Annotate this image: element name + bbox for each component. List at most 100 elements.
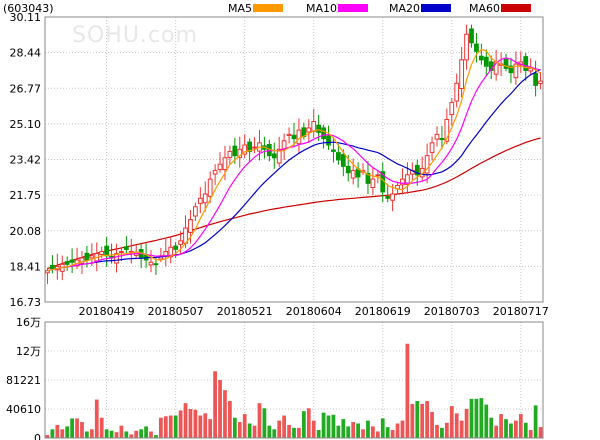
candle-down xyxy=(365,172,371,184)
candle-up xyxy=(400,178,405,186)
volume-bar xyxy=(420,403,425,438)
candle-up xyxy=(296,129,302,145)
volume-bar xyxy=(385,427,390,438)
watermark: SOHU.com xyxy=(72,23,198,48)
candle-up xyxy=(99,251,105,255)
candle-down xyxy=(331,149,336,152)
volume-bar xyxy=(380,418,385,438)
volume-bar xyxy=(405,343,410,438)
volume-tick-label: 0 xyxy=(34,432,41,440)
volume-bar xyxy=(504,419,508,438)
ma60-line-path xyxy=(47,137,541,270)
volume-bar xyxy=(331,414,336,438)
candle-down xyxy=(385,196,391,199)
price-panel-frame xyxy=(44,16,544,303)
volume-bar xyxy=(89,429,94,438)
date-tick-label: 20180619 xyxy=(355,305,411,318)
candle-up xyxy=(424,155,430,174)
volume-bar xyxy=(149,431,153,438)
candle-down xyxy=(469,28,474,44)
volume-bar xyxy=(479,398,484,438)
volume-bar xyxy=(163,416,168,438)
ma5-line xyxy=(47,48,541,272)
volume-bar xyxy=(499,414,503,438)
volume-bar xyxy=(464,409,469,438)
volume-bar xyxy=(484,404,489,438)
volume-bar xyxy=(129,434,134,438)
volume-bar xyxy=(85,431,89,438)
date-tick-label: 20180717 xyxy=(493,305,549,318)
candle-down xyxy=(69,259,75,263)
volume-bar xyxy=(124,431,129,438)
volume-bar xyxy=(361,429,365,438)
candle-up xyxy=(419,167,425,178)
candle-up xyxy=(202,193,208,204)
candle-up xyxy=(45,270,50,274)
volume-bar xyxy=(104,429,109,438)
volume-bar xyxy=(292,427,296,438)
volume-bar xyxy=(425,401,430,438)
legend-label-ma10: MA10 xyxy=(306,2,337,15)
candle-up xyxy=(89,255,95,259)
date-tick-label: 20180419 xyxy=(79,305,135,318)
volume-bar xyxy=(395,423,400,438)
candle-down xyxy=(50,264,55,270)
candle-up xyxy=(405,174,410,185)
volume-bar xyxy=(351,422,356,438)
legend-swatch-ma20 xyxy=(421,4,451,12)
volume-bar xyxy=(509,423,513,438)
price-tick-label: 20.08 xyxy=(10,225,42,238)
legend-label-ma20: MA20 xyxy=(389,2,420,15)
volume-bar xyxy=(114,432,119,438)
volume-bar xyxy=(94,399,99,438)
date-tick-label: 20180521 xyxy=(217,305,273,318)
candle-down xyxy=(271,153,277,159)
candle-down xyxy=(291,134,297,140)
volume-bar xyxy=(119,425,124,438)
price-tick-label: 30.11 xyxy=(10,11,42,24)
volume-bar xyxy=(213,371,217,438)
price-tick-label: 18.41 xyxy=(10,260,42,273)
volume-bar xyxy=(277,420,282,438)
candle-down xyxy=(326,135,331,146)
volume-bar xyxy=(400,420,405,438)
candle-up xyxy=(311,121,317,132)
volume-bar xyxy=(267,425,272,438)
stock-code-label: (603043) xyxy=(3,2,54,15)
candle-down xyxy=(345,165,351,174)
volume-bar xyxy=(272,429,277,438)
moving-averages xyxy=(47,48,541,272)
volume-bar xyxy=(193,409,198,438)
volume-bar xyxy=(45,435,50,438)
volume-bar xyxy=(198,415,203,438)
volume-bar xyxy=(454,413,459,438)
volume-bar xyxy=(316,430,321,438)
volume-bar xyxy=(321,412,326,438)
volume-bar xyxy=(228,401,232,438)
candle-down xyxy=(478,55,484,61)
volume-bar xyxy=(489,417,494,438)
volume-bar xyxy=(533,405,538,438)
volume-bar xyxy=(523,422,528,438)
candle-up xyxy=(207,178,213,197)
candle-up xyxy=(237,148,243,158)
volume-bar xyxy=(188,409,193,438)
candle-up xyxy=(114,253,119,264)
volume-bar xyxy=(366,420,370,438)
volume-bar xyxy=(356,423,360,438)
volume-panel-frame xyxy=(44,321,544,439)
candle-up xyxy=(79,257,85,264)
volume-bar xyxy=(474,398,479,438)
volume-bar xyxy=(70,418,74,438)
volume-bar xyxy=(538,427,543,438)
volume-bar xyxy=(144,426,148,438)
volume-bar xyxy=(178,410,183,438)
candle-up xyxy=(454,82,460,102)
candle-up xyxy=(222,157,228,171)
candle-down xyxy=(474,43,479,52)
volume-bar xyxy=(208,419,213,438)
date-tick-label: 20180703 xyxy=(424,305,480,318)
volume-tick-label: 16万 xyxy=(16,316,41,329)
volume-bar xyxy=(469,398,474,438)
volume-bar xyxy=(203,413,208,438)
